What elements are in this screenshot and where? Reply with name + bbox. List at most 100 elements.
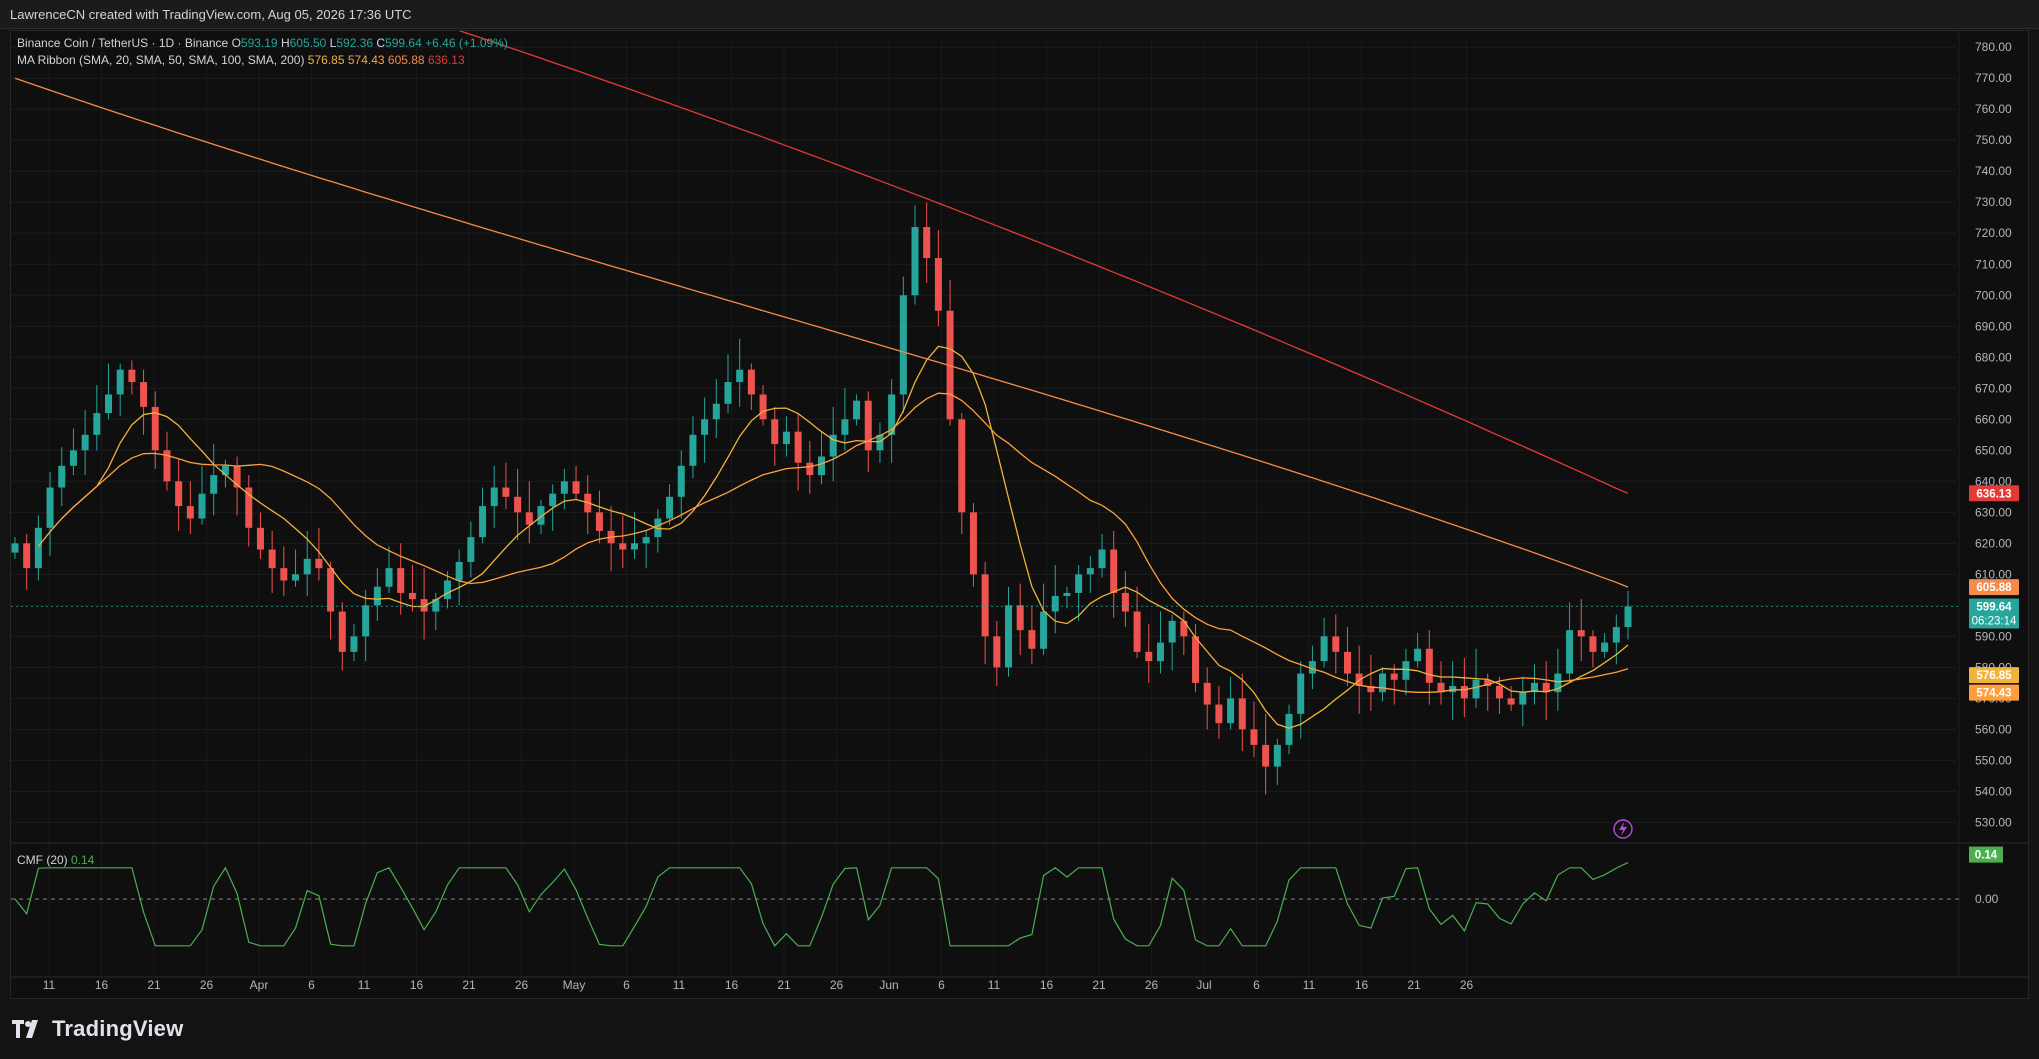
candle xyxy=(806,441,814,494)
candle-body xyxy=(338,611,346,652)
candle-body xyxy=(677,465,685,497)
candle-body xyxy=(1449,685,1457,693)
candle-body xyxy=(69,450,77,466)
candle-body xyxy=(1566,630,1574,674)
candle-body xyxy=(771,419,779,445)
candle-body xyxy=(1016,605,1024,631)
candle-body xyxy=(1472,679,1480,699)
candle xyxy=(1566,602,1574,683)
candle-body xyxy=(408,592,416,600)
candle-body xyxy=(1273,744,1281,767)
candle-body xyxy=(1507,698,1515,705)
candle-body xyxy=(911,227,919,296)
x-tick-label: 11 xyxy=(358,978,371,992)
candle xyxy=(1425,630,1433,705)
candle-body xyxy=(1133,611,1141,652)
candle-body xyxy=(350,636,358,652)
candle xyxy=(58,447,66,507)
candle xyxy=(899,276,907,414)
sma-20-line xyxy=(37,345,1629,729)
y-tick-label: 730.00 xyxy=(1975,195,2012,209)
candle xyxy=(23,534,31,590)
candle-body xyxy=(806,462,814,476)
x-tick-label: 21 xyxy=(1092,978,1106,992)
candle-body xyxy=(537,506,545,525)
candle-body xyxy=(1484,679,1492,686)
legend-symbol-line: Binance Coin / TetherUS · 1D · Binance O… xyxy=(17,36,508,50)
candle-body xyxy=(1437,682,1445,693)
candle-body xyxy=(1402,661,1410,680)
candle-body xyxy=(1227,698,1235,724)
candle-body xyxy=(958,419,966,513)
candle-body xyxy=(560,481,568,494)
x-tick-label: 11 xyxy=(1303,978,1316,992)
candle xyxy=(712,378,720,438)
candle-body xyxy=(853,400,861,420)
candle xyxy=(280,546,288,597)
candle-body xyxy=(221,465,229,476)
candle xyxy=(1040,583,1048,655)
candle xyxy=(853,394,861,426)
price-badge-label: 574.43 xyxy=(1976,688,2011,700)
candle-body xyxy=(11,543,19,553)
x-tick-label: Jun xyxy=(879,978,898,992)
candle-body xyxy=(736,369,744,383)
candle-body xyxy=(1425,648,1433,683)
candle xyxy=(876,422,884,463)
chart-frame[interactable]: 780.00 770.00 760.00 750.00 740.00 730.00 720.… xyxy=(10,30,2030,1000)
candle-body xyxy=(1250,729,1258,745)
candle xyxy=(1156,611,1164,674)
candle xyxy=(619,515,627,569)
price-badge-label: 599.64 xyxy=(1976,601,2012,613)
candle-body xyxy=(1063,592,1071,597)
y-tick-label: 680.00 xyxy=(1975,350,2012,364)
price-badge: 574.43 xyxy=(1969,684,2019,701)
candle xyxy=(198,465,206,525)
candle xyxy=(221,459,229,488)
candle-body xyxy=(46,487,54,528)
candle xyxy=(724,354,732,414)
alert-icon-bolt xyxy=(1619,822,1627,836)
candle-body xyxy=(1577,630,1585,637)
candle xyxy=(642,530,650,569)
candle xyxy=(303,530,311,597)
price-badge-bg xyxy=(1969,485,2019,502)
candle-body xyxy=(105,394,113,414)
candle xyxy=(350,623,358,662)
y-tick-label: 650.00 xyxy=(1975,443,2012,457)
candle xyxy=(362,589,370,662)
x-tick-label: 21 xyxy=(1407,978,1421,992)
candle-body xyxy=(724,382,732,404)
candle-body xyxy=(1612,627,1620,643)
tradingview-logo[interactable]: TradingView xyxy=(12,1016,183,1042)
y-tick-label: 560.00 xyxy=(1975,722,2012,736)
candle xyxy=(782,416,790,457)
candle-body xyxy=(1390,673,1398,680)
candle xyxy=(151,391,159,469)
candle xyxy=(1519,676,1527,727)
candle xyxy=(1530,664,1538,705)
candle xyxy=(186,481,194,535)
x-tick-label: 21 xyxy=(147,978,161,992)
candle-body xyxy=(981,574,989,637)
candle xyxy=(981,561,989,665)
candle xyxy=(1250,701,1258,758)
candle xyxy=(1589,630,1597,668)
candle xyxy=(525,481,533,544)
candle-body xyxy=(303,558,311,575)
candle-body xyxy=(1051,596,1059,612)
candle-body xyxy=(572,481,580,494)
candle xyxy=(105,363,113,420)
candle-body xyxy=(841,419,849,435)
candle-body xyxy=(373,586,381,606)
candle xyxy=(1273,738,1281,786)
x-tick-label: 16 xyxy=(410,978,424,992)
price-badge: 636.13 xyxy=(1969,485,2019,502)
price-chart[interactable]: 780.00 770.00 760.00 750.00 740.00 730.00 720.… xyxy=(11,31,2030,1000)
price-badge-countdown: 06:23:14 xyxy=(1972,615,2017,627)
price-badge-label: 636.13 xyxy=(1976,488,2011,500)
candle xyxy=(69,428,77,476)
candle xyxy=(958,413,966,535)
candle xyxy=(1437,661,1445,705)
chart-legend: Binance Coin / TetherUS · 1D · Binance O… xyxy=(17,36,508,67)
